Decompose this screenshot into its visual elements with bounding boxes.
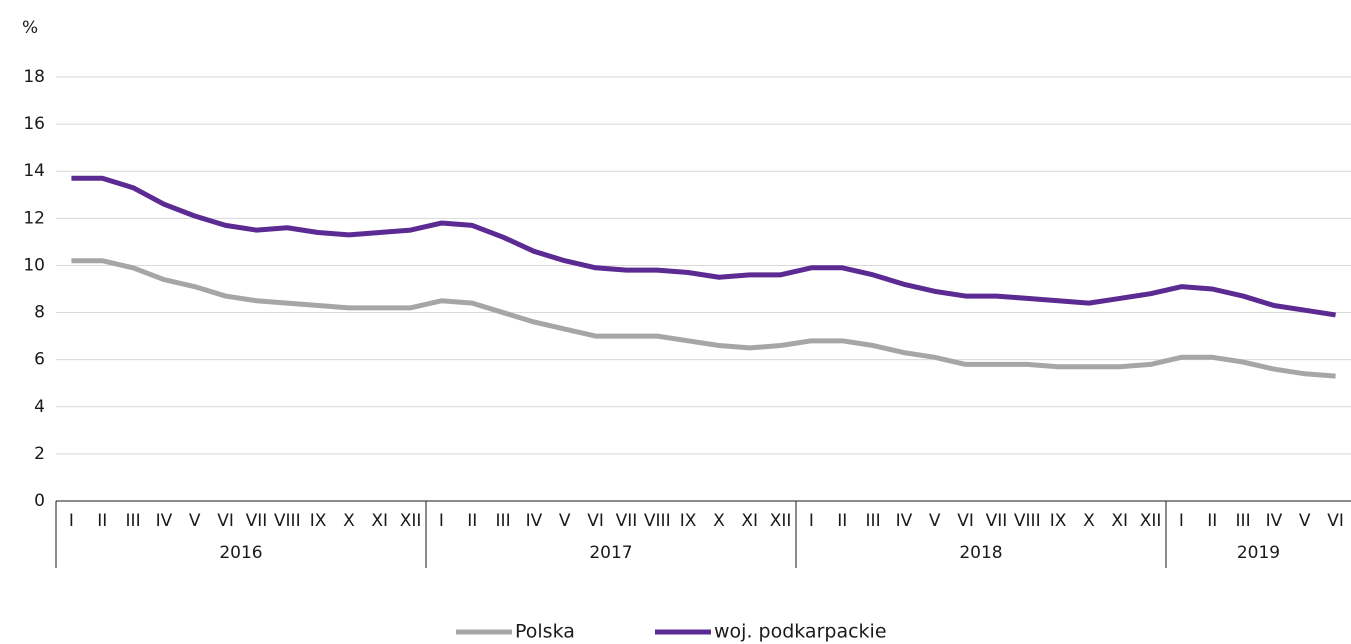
x-group-label: 2016 [219, 543, 262, 563]
x-tick-label: XII [1140, 511, 1162, 531]
x-tick-label: VIII [644, 511, 671, 531]
y-tick-label: 4 [34, 397, 45, 417]
y-unit: % [22, 18, 38, 38]
legend-label: Polska [515, 621, 575, 643]
x-tick-label: X [343, 511, 355, 531]
x-tick-label: V [929, 511, 941, 531]
x-tick-label: III [1236, 511, 1251, 531]
x-tick-label: VI [587, 511, 604, 531]
x-tick-label: VII [616, 511, 638, 531]
x-tick-label: VII [986, 511, 1008, 531]
x-group-label: 2019 [1237, 543, 1280, 563]
x-tick-label: VI [1327, 511, 1344, 531]
x-tick-label: I [809, 511, 814, 531]
y-tick-label: 16 [23, 114, 45, 134]
x-tick-label: VII [246, 511, 268, 531]
x-tick-label: VI [217, 511, 234, 531]
x-tick-label: IV [156, 511, 173, 531]
y-tick-label: 8 [34, 303, 45, 323]
x-tick-label: I [1179, 511, 1184, 531]
x-group-label: 2018 [959, 543, 1002, 563]
x-tick-label: X [1083, 511, 1095, 531]
x-group-label: 2017 [589, 543, 632, 563]
x-tick-label: II [1207, 511, 1217, 531]
y-tick-label: 12 [23, 208, 45, 228]
x-tick-label: VIII [1014, 511, 1041, 531]
series-line [71, 175, 1336, 318]
x-tick-label: IV [526, 511, 543, 531]
x-tick-label: IX [310, 511, 327, 531]
x-tick-label: XI [741, 511, 758, 531]
x-tick-label: V [559, 511, 571, 531]
y-tick-label: 6 [34, 350, 45, 370]
x-tick-label: IV [1266, 511, 1283, 531]
x-tick-label: XII [400, 511, 422, 531]
x-tick-label: IX [680, 511, 697, 531]
y-tick-label: 2 [34, 444, 45, 464]
legend-label: woj. podkarpackie [714, 621, 887, 643]
x-tick-label: I [439, 511, 444, 531]
x-tick-label: IV [896, 511, 913, 531]
y-tick-label: 10 [23, 255, 45, 275]
x-tick-label: III [866, 511, 881, 531]
x-tick-label: I [69, 511, 74, 531]
x-tick-label: III [126, 511, 141, 531]
x-tick-label: II [97, 511, 107, 531]
y-tick-label: 18 [23, 67, 45, 87]
x-tick-label: IX [1050, 511, 1067, 531]
x-tick-label: V [1299, 511, 1311, 531]
x-tick-label: V [189, 511, 201, 531]
x-tick-label: X [713, 511, 725, 531]
x-tick-label: II [837, 511, 847, 531]
x-tick-label: XI [371, 511, 388, 531]
x-tick-label: XII [770, 511, 792, 531]
series-line [71, 258, 1336, 379]
y-tick-label: 0 [34, 491, 45, 511]
y-tick-label: 14 [23, 161, 45, 181]
x-tick-label: II [467, 511, 477, 531]
x-tick-label: XI [1111, 511, 1128, 531]
x-tick-label: III [496, 511, 511, 531]
x-tick-label: VI [957, 511, 974, 531]
x-tick-label: VIII [274, 511, 301, 531]
